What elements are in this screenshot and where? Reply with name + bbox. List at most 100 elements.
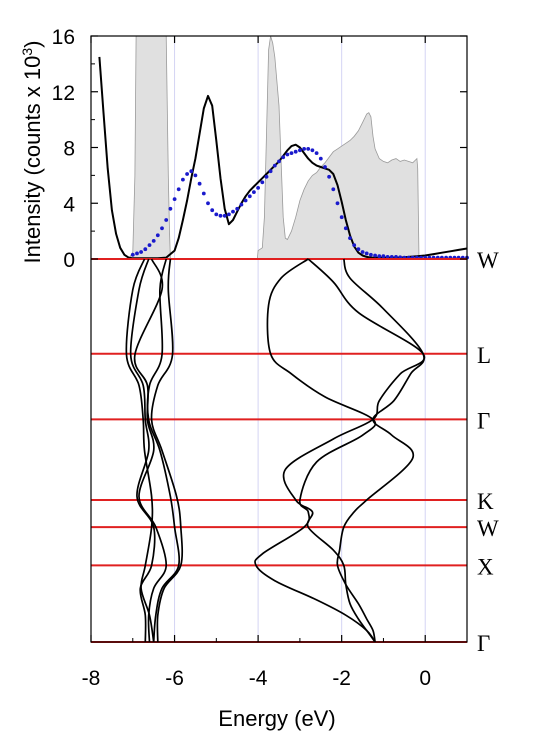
- dotted-point-22: [222, 213, 227, 218]
- dotted-point-45: [318, 156, 323, 161]
- dotted-point-40: [298, 148, 302, 153]
- y-tick-label-0: 0: [63, 249, 75, 272]
- dotted-point-24: [231, 209, 235, 214]
- dotted-point-55: [360, 250, 365, 254]
- dotted-point-37: [285, 152, 290, 157]
- dotted-point-59: [377, 254, 382, 259]
- dotted-point-25: [235, 206, 240, 211]
- dotted-point-3: [143, 247, 148, 252]
- dotted-point-47: [327, 174, 331, 179]
- y-axis-label-exponent: 3: [19, 48, 35, 56]
- x-tick-label-2: -4: [249, 667, 268, 690]
- dotted-point-41: [302, 147, 306, 151]
- kpoint-label-2: Γ: [477, 408, 490, 433]
- dotted-point-35: [277, 159, 281, 164]
- dotted-point-27: [243, 198, 248, 203]
- plot-frame: [90, 35, 468, 643]
- dotted-point-61: [385, 255, 390, 259]
- dotted-point-46: [323, 165, 327, 169]
- dotted-point-33: [268, 169, 273, 174]
- dotted-point-51: [343, 226, 348, 231]
- x-tick-label-1: -6: [165, 667, 184, 690]
- dotted-point-28: [247, 194, 252, 199]
- shaded-spectrum: [127, 35, 420, 260]
- dotted-point-32: [264, 174, 269, 179]
- y-axis-label-suffix: ): [20, 40, 45, 47]
- axis-labels: Energy (eV) Intensity (counts x 103): [19, 40, 336, 731]
- y-axis-label: Intensity (counts x 103): [19, 40, 45, 263]
- band-d5: [150, 258, 184, 643]
- dotted-point-6: [155, 233, 160, 238]
- dotted-point-29: [252, 190, 256, 195]
- dotted-point-52: [348, 236, 352, 241]
- band-s3: [336, 258, 425, 643]
- band-s1: [254, 258, 377, 643]
- dotted-point-12: [181, 177, 185, 182]
- dotted-point-5: [151, 239, 156, 243]
- dotted-point-31: [260, 180, 265, 185]
- dotted-point-0: [130, 252, 135, 257]
- band-d4: [146, 258, 181, 643]
- dotted-point-2: [139, 250, 144, 254]
- dotted-point-50: [339, 215, 344, 220]
- dotted-point-14: [189, 169, 194, 174]
- dotted-point-15: [193, 173, 198, 178]
- kpoint-label-6: Γ: [477, 631, 490, 656]
- dotted-point-17: [201, 191, 206, 196]
- dotted-point-34: [272, 163, 277, 168]
- kpoint-label-5: X: [477, 554, 494, 579]
- kpoint-label-4: W: [477, 516, 499, 541]
- dotted-point-1: [135, 251, 139, 256]
- vertical-grid: [174, 36, 426, 642]
- frame-rect: [90, 35, 468, 643]
- kpoint-label-0: W: [477, 248, 499, 273]
- dotted-point-43: [310, 148, 315, 153]
- x-tick-label-4: 0: [419, 667, 431, 690]
- dotted-point-58: [373, 253, 377, 258]
- band-d2: [129, 258, 156, 643]
- dotted-point-38: [289, 151, 294, 156]
- dotted-point-57: [369, 252, 373, 257]
- dotted-point-11: [176, 187, 181, 192]
- dotted-point-4: [147, 243, 152, 248]
- dotted-point-53: [352, 243, 357, 248]
- dotted-point-30: [256, 186, 260, 190]
- dotted-point-60: [381, 254, 386, 259]
- dotted-point-39: [293, 149, 298, 154]
- band-d3: [133, 258, 168, 643]
- y-tick-label-2: 8: [63, 138, 75, 161]
- dotted-point-18: [206, 201, 210, 206]
- y-axis-label-main: Intensity (counts x 10: [20, 56, 45, 264]
- kpoint-label-3: K: [477, 489, 494, 514]
- dotted-point-9: [168, 206, 173, 211]
- dotted-point-42: [306, 147, 311, 151]
- y-tick-label-3: 12: [52, 82, 75, 105]
- dotted-point-36: [281, 155, 286, 160]
- dotted-point-63: [394, 255, 398, 259]
- dotted-point-26: [239, 202, 244, 207]
- y-tick-label-4: 16: [52, 26, 75, 49]
- x-axis-label: Energy (eV): [218, 706, 335, 731]
- dotted-point-19: [210, 208, 215, 213]
- band-d1: [125, 258, 155, 643]
- dotted-point-8: [164, 218, 169, 222]
- x-tick-label-0: -8: [82, 667, 101, 690]
- x-tick-label-3: -2: [332, 667, 351, 690]
- dotted-point-21: [218, 213, 223, 218]
- shaded-spectrum-area: [127, 35, 420, 260]
- band-s2: [282, 258, 426, 643]
- band-structure: [125, 258, 426, 643]
- dotted-point-62: [389, 255, 394, 259]
- dotted-point-56: [364, 251, 369, 256]
- dotted-point-54: [356, 247, 361, 252]
- axis-ticks: -8 -6 -4 -2 0 0 4 8 12 16: [52, 26, 467, 690]
- dotted-point-20: [214, 212, 219, 217]
- dotted-point-7: [160, 226, 164, 231]
- dotted-point-23: [227, 212, 231, 217]
- dotted-point-48: [331, 187, 336, 192]
- kpoint-label-1: L: [477, 343, 491, 368]
- dotted-point-13: [185, 172, 190, 176]
- dotted-point-16: [197, 181, 202, 186]
